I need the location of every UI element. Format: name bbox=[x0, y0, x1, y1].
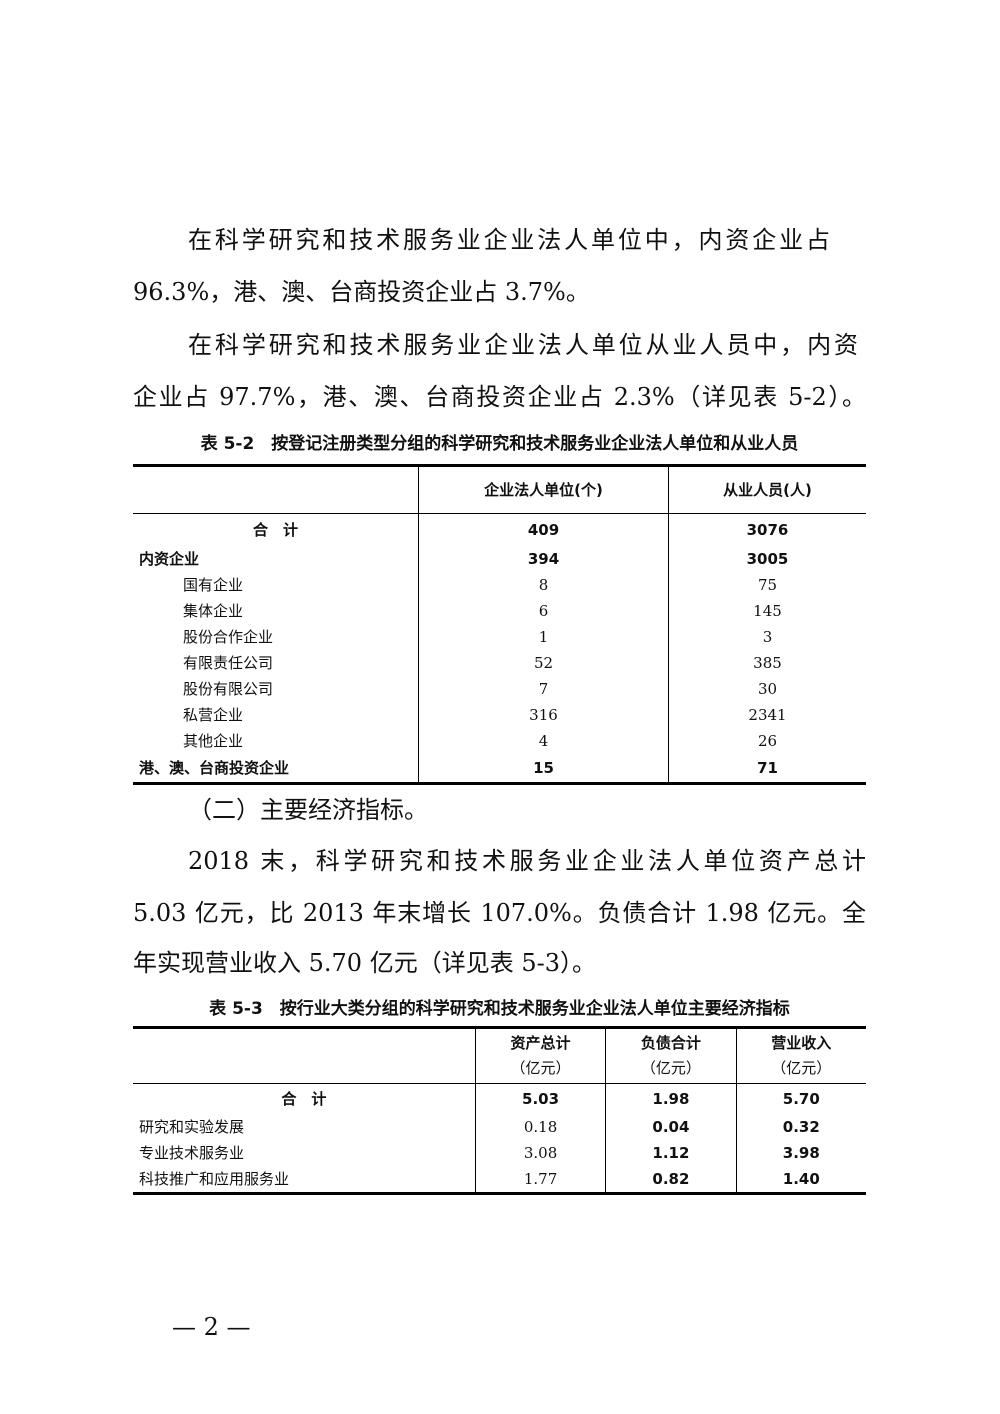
text-line: 企业占 97.7%，港、澳、台商投资企业占 2.3%（详见表 5-2）。 bbox=[133, 383, 866, 411]
header-unit: （亿元） bbox=[510, 1059, 571, 1077]
header-cell bbox=[133, 1027, 476, 1084]
table-row: 内资企业 394 3005 bbox=[133, 545, 866, 572]
table-cell: 其他企业 bbox=[183, 731, 244, 750]
table-cell: 385 bbox=[668, 649, 866, 676]
table-cell: 71 bbox=[668, 753, 866, 784]
table-caption: 表 5-2 按登记注册类型分组的科学研究和技术服务业企业法人单位和从业人员 bbox=[200, 434, 799, 454]
table-cell: 8 bbox=[418, 571, 669, 598]
header-line: 营业收入 bbox=[771, 1034, 832, 1052]
table-cell: 3 bbox=[668, 623, 866, 650]
table-header-row: 资产总计 （亿元） 负债合计 （亿元） 营业收入 （亿元） bbox=[133, 1027, 866, 1084]
table-cell: 7 bbox=[418, 675, 669, 702]
table-cell: 合 计 bbox=[281, 1089, 327, 1108]
table-cell: 3.08 bbox=[474, 1139, 606, 1166]
table-cell: 研究和实验发展 bbox=[139, 1117, 245, 1136]
table-cell: 1.40 bbox=[735, 1165, 866, 1193]
text-line: 96.3%，港、澳、台商投资企业占 3.7%。 bbox=[133, 278, 590, 306]
table-cell: 3005 bbox=[668, 545, 866, 572]
table-header-row: 企业法人单位(个) 从业人员(人) bbox=[133, 465, 866, 514]
table-cell: 6 bbox=[418, 597, 669, 624]
table-cell: 内资企业 bbox=[139, 549, 200, 568]
table-row: 港、澳、台商投资企业 15 71 bbox=[133, 753, 866, 784]
table-cell: 3.98 bbox=[735, 1139, 866, 1166]
table-cell: 5.03 bbox=[474, 1083, 606, 1114]
table-cell: 科技推广和应用服务业 bbox=[139, 1169, 290, 1188]
table-cell: 1.98 bbox=[605, 1083, 737, 1114]
header-line: 负债合计 bbox=[640, 1034, 701, 1052]
table-caption: 表 5-3 按行业大类分组的科学研究和技术服务业企业法人单位主要经济指标 bbox=[209, 999, 790, 1019]
table-row: 集体企业 6 145 bbox=[133, 597, 866, 624]
table-cell: 私营企业 bbox=[183, 705, 244, 724]
table-row: 有限责任公司 52 385 bbox=[133, 649, 866, 676]
header-unit: （亿元） bbox=[640, 1059, 701, 1077]
header-cell: 负债合计 （亿元） bbox=[605, 1027, 737, 1084]
table-cell: 3076 bbox=[668, 513, 866, 546]
table-cell: 75 bbox=[668, 571, 866, 598]
table-cell: 2341 bbox=[668, 701, 866, 728]
header-cell: 营业收入 （亿元） bbox=[735, 1027, 866, 1084]
table-cell: 15 bbox=[418, 753, 669, 784]
table-cell: 股份有限公司 bbox=[183, 679, 274, 698]
header-cell: 从业人员(人) bbox=[668, 465, 866, 514]
table-cell: 1 bbox=[418, 623, 669, 650]
table-cell: 316 bbox=[418, 701, 669, 728]
section-heading: （二）主要经济指标。 bbox=[188, 796, 428, 824]
table-cell: 国有企业 bbox=[183, 575, 244, 594]
table-row: 股份有限公司 7 30 bbox=[133, 675, 866, 702]
table-cell: 港、澳、台商投资企业 bbox=[139, 758, 290, 777]
table-cell: 4 bbox=[418, 727, 669, 754]
table-cell: 0.82 bbox=[605, 1165, 737, 1193]
table-cell: 409 bbox=[418, 513, 669, 546]
table-row: 股份合作企业 1 3 bbox=[133, 623, 866, 650]
table-cell: 专业技术服务业 bbox=[139, 1143, 245, 1162]
table-cell: 1.77 bbox=[474, 1165, 606, 1193]
table-row: 科技推广和应用服务业 1.77 0.82 1.40 bbox=[133, 1165, 866, 1193]
table-5-3: 资产总计 （亿元） 负债合计 （亿元） 营业收入 （亿元） 合 计 5.03 1.98 5.70… bbox=[133, 1026, 866, 1195]
page-number: — 2 — bbox=[172, 1313, 251, 1341]
table-row: 其他企业 4 26 bbox=[133, 727, 866, 754]
table-cell: 26 bbox=[668, 727, 866, 754]
text-line: 在科学研究和技术服务业企业法人单位从业人员中，内资 bbox=[188, 331, 858, 359]
table-cell: 0.18 bbox=[474, 1113, 606, 1140]
text-line: 在科学研究和技术服务业企业法人单位中，内资企业占 bbox=[188, 226, 830, 254]
header-line: 资产总计 bbox=[510, 1034, 571, 1052]
text-line: 5.03 亿元，比 2013 年末增长 107.0%。负债合计 1.98 亿元。… bbox=[133, 899, 866, 927]
header-cell: 企业法人单位(个) bbox=[418, 465, 669, 514]
table-cell: 集体企业 bbox=[183, 601, 244, 620]
table-row: 私营企业 316 2341 bbox=[133, 701, 866, 728]
text-line: 2018 末，科学研究和技术服务业企业法人单位资产总计 bbox=[188, 847, 866, 875]
table-cell: 30 bbox=[668, 675, 866, 702]
table-row: 专业技术服务业 3.08 1.12 3.98 bbox=[133, 1139, 866, 1166]
table-row: 国有企业 8 75 bbox=[133, 571, 866, 598]
table-cell: 合 计 bbox=[252, 520, 298, 539]
table-5-2: 企业法人单位(个) 从业人员(人) 合 计 409 3076 内资企业 394 3005 国… bbox=[133, 464, 866, 785]
table-cell: 52 bbox=[418, 649, 669, 676]
table-cell: 股份合作企业 bbox=[183, 627, 274, 646]
text-line: 年实现营业收入 5.70 亿元（详见表 5-3）。 bbox=[133, 949, 596, 977]
table-cell: 1.12 bbox=[605, 1139, 737, 1166]
table-cell: 5.70 bbox=[735, 1083, 866, 1114]
header-cell: 资产总计 （亿元） bbox=[474, 1027, 606, 1084]
table-cell: 0.32 bbox=[735, 1113, 866, 1140]
table-row: 研究和实验发展 0.18 0.04 0.32 bbox=[133, 1113, 866, 1140]
table-cell: 有限责任公司 bbox=[183, 653, 274, 672]
table-cell: 145 bbox=[668, 597, 866, 624]
table-cell: 394 bbox=[418, 545, 669, 572]
table-cell: 0.04 bbox=[605, 1113, 737, 1140]
header-cell bbox=[133, 465, 419, 514]
header-unit: （亿元） bbox=[771, 1059, 832, 1077]
table-row: 合 计 409 3076 bbox=[133, 513, 866, 546]
table-row: 合 计 5.03 1.98 5.70 bbox=[133, 1083, 866, 1114]
